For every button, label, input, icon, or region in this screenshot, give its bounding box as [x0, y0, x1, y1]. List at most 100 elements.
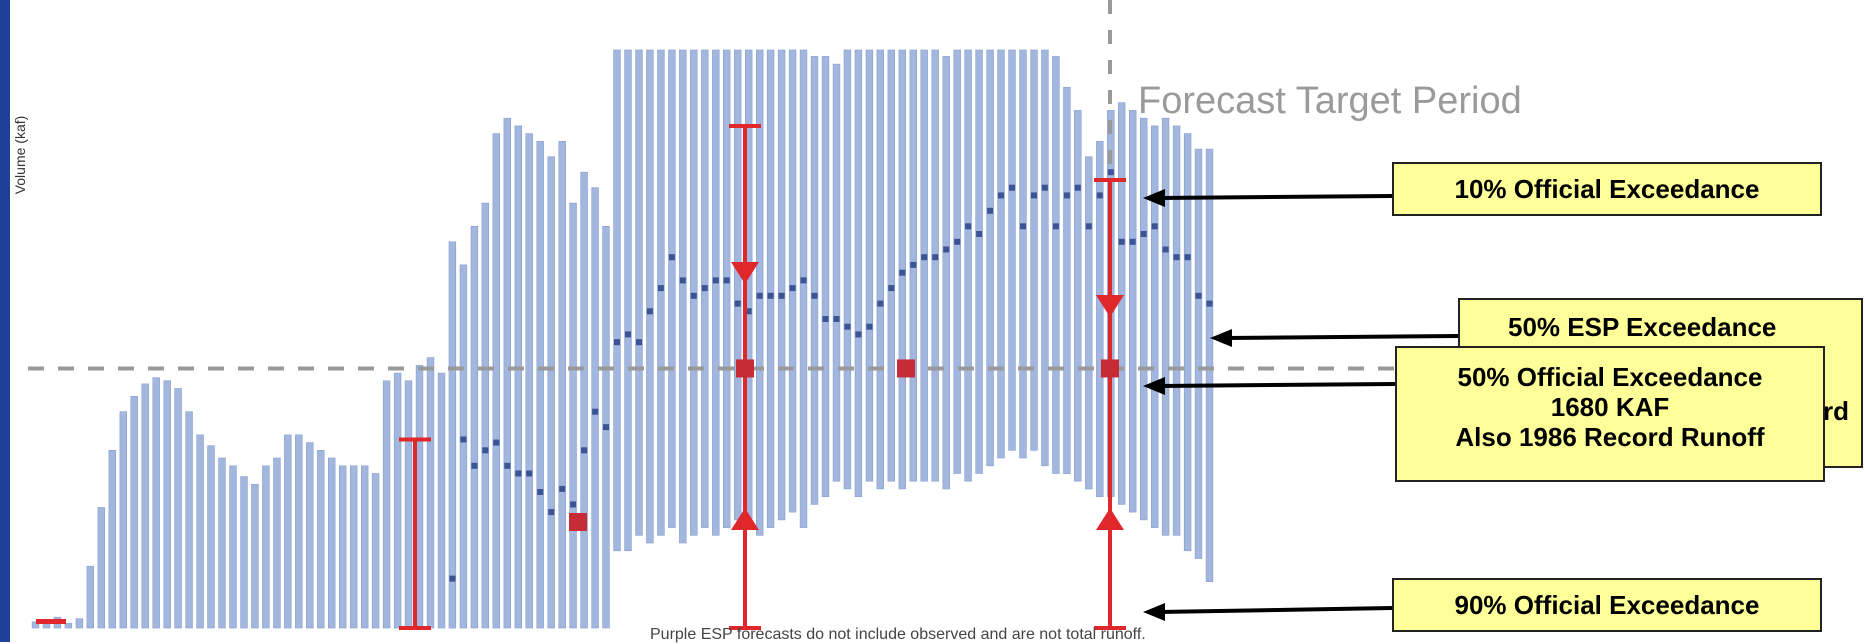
- arrow-10-head: [1143, 189, 1165, 207]
- callout-90-official-text: 90% Official Exceedance: [1454, 590, 1760, 620]
- esp-dot-99: [1118, 238, 1125, 245]
- callout-10-official: 10% Official Exceedance: [1392, 162, 1822, 216]
- esp-dot-82: [932, 254, 939, 261]
- bar-94: [1063, 87, 1071, 474]
- esp-dot-70: [800, 277, 807, 284]
- bar-76: [865, 49, 874, 482]
- bar-0: [31, 621, 40, 629]
- esp-dot-89: [1009, 184, 1015, 191]
- esp-dot-69: [789, 285, 796, 292]
- p90-triangle-1: [731, 508, 759, 530]
- bar-87: [986, 49, 994, 467]
- bar-27: [327, 457, 336, 629]
- esp-dot-41: [482, 447, 489, 454]
- esp-dot-83: [943, 246, 950, 253]
- bar-70: [799, 49, 808, 528]
- official-marker-1: [736, 359, 754, 378]
- official-marker-0: [569, 513, 587, 531]
- bar-88: [997, 49, 1005, 459]
- forecast-target-period-label: Forecast Target Period: [1138, 80, 1522, 122]
- esp-dot-87: [987, 207, 994, 214]
- p10-triangle-2: [1096, 295, 1124, 317]
- esp-dot-54: [625, 331, 631, 338]
- esp-dot-78: [888, 285, 895, 292]
- esp-dot-79: [899, 269, 906, 276]
- callout-50-esp-text: 50% ESP Exceedance: [1508, 312, 1777, 342]
- bar-19: [240, 476, 248, 629]
- esp-dot-105: [1184, 254, 1191, 261]
- esp-dot-63: [723, 277, 730, 284]
- bar-48: [558, 141, 566, 629]
- bar-42: [492, 133, 500, 629]
- bar-85: [964, 49, 972, 482]
- bar-64: [733, 49, 742, 521]
- bar-33: [393, 372, 402, 629]
- arrow-90-shaft: [1158, 606, 1393, 614]
- slide-left-stripe: [0, 0, 10, 642]
- arrow-10-shaft: [1158, 194, 1393, 200]
- bar-44: [514, 125, 523, 629]
- bar-47: [547, 156, 555, 629]
- esp-dot-77: [877, 300, 884, 307]
- bar-72: [821, 56, 830, 497]
- arrow-esp50-shaft: [1225, 334, 1459, 340]
- bar-5: [86, 565, 95, 629]
- bar-32: [382, 380, 391, 629]
- bar-55: [635, 49, 643, 536]
- esp-dot-57: [657, 285, 664, 292]
- y-axis-label: Volume (kaf): [12, 115, 28, 195]
- bar-26: [317, 449, 325, 629]
- y-axis-label-wrap: Volume (kaf): [5, 116, 35, 195]
- bar-83: [942, 56, 950, 490]
- bar-59: [679, 49, 687, 544]
- bar-73: [832, 63, 841, 482]
- bar-29: [349, 465, 358, 629]
- esp-dot-95: [1074, 184, 1081, 191]
- bar-13: [174, 388, 182, 629]
- start-marker: [36, 619, 66, 624]
- bar-18: [229, 465, 237, 629]
- bar-69: [788, 49, 797, 513]
- esp-dot-60: [690, 292, 697, 299]
- esp-dot-102: [1151, 223, 1158, 230]
- p90-triangle-2: [1096, 508, 1124, 530]
- callout-50-official: 50% Official Exceedance 1680 KAF Also 19…: [1395, 346, 1825, 482]
- callout-10-official-text: 10% Official Exceedance: [1454, 174, 1760, 204]
- bar-74: [843, 49, 852, 490]
- bar-46: [536, 141, 544, 629]
- bar-25: [306, 442, 314, 629]
- bar-106: [1194, 148, 1203, 559]
- esp-dot-46: [537, 489, 544, 495]
- esp-dot-71: [811, 292, 818, 299]
- arrow-official50-shaft: [1158, 382, 1396, 388]
- bar-101: [1140, 117, 1148, 521]
- bar-40: [470, 226, 479, 629]
- callout-50-esp-cut-text: rd: [1823, 396, 1849, 426]
- bar-50: [580, 171, 588, 629]
- esp-dot-39: [460, 436, 467, 443]
- bar-58: [668, 49, 676, 528]
- esp-dot-48: [559, 485, 566, 492]
- bar-45: [525, 133, 533, 629]
- esp-dot-91: [1031, 192, 1037, 199]
- esp-dot-104: [1173, 254, 1180, 261]
- bar-97: [1096, 141, 1104, 497]
- esp-dot-80: [910, 261, 917, 268]
- bar-75: [854, 49, 863, 498]
- bar-49: [569, 202, 577, 629]
- esp-dot-98: [1107, 169, 1114, 176]
- bar-79: [898, 49, 907, 490]
- esp-dot-56: [646, 308, 653, 315]
- bar-104: [1172, 125, 1181, 536]
- bar-14: [185, 411, 193, 629]
- esp-dot-106: [1195, 292, 1202, 299]
- bar-12: [163, 380, 171, 629]
- bar-105: [1183, 133, 1192, 552]
- bar-66: [755, 49, 764, 536]
- bar-82: [931, 49, 939, 482]
- esp-dot-61: [701, 285, 708, 292]
- bar-53: [613, 49, 621, 552]
- bar-39: [459, 264, 468, 629]
- bar-3: [64, 623, 73, 629]
- esp-dot-47: [548, 509, 555, 516]
